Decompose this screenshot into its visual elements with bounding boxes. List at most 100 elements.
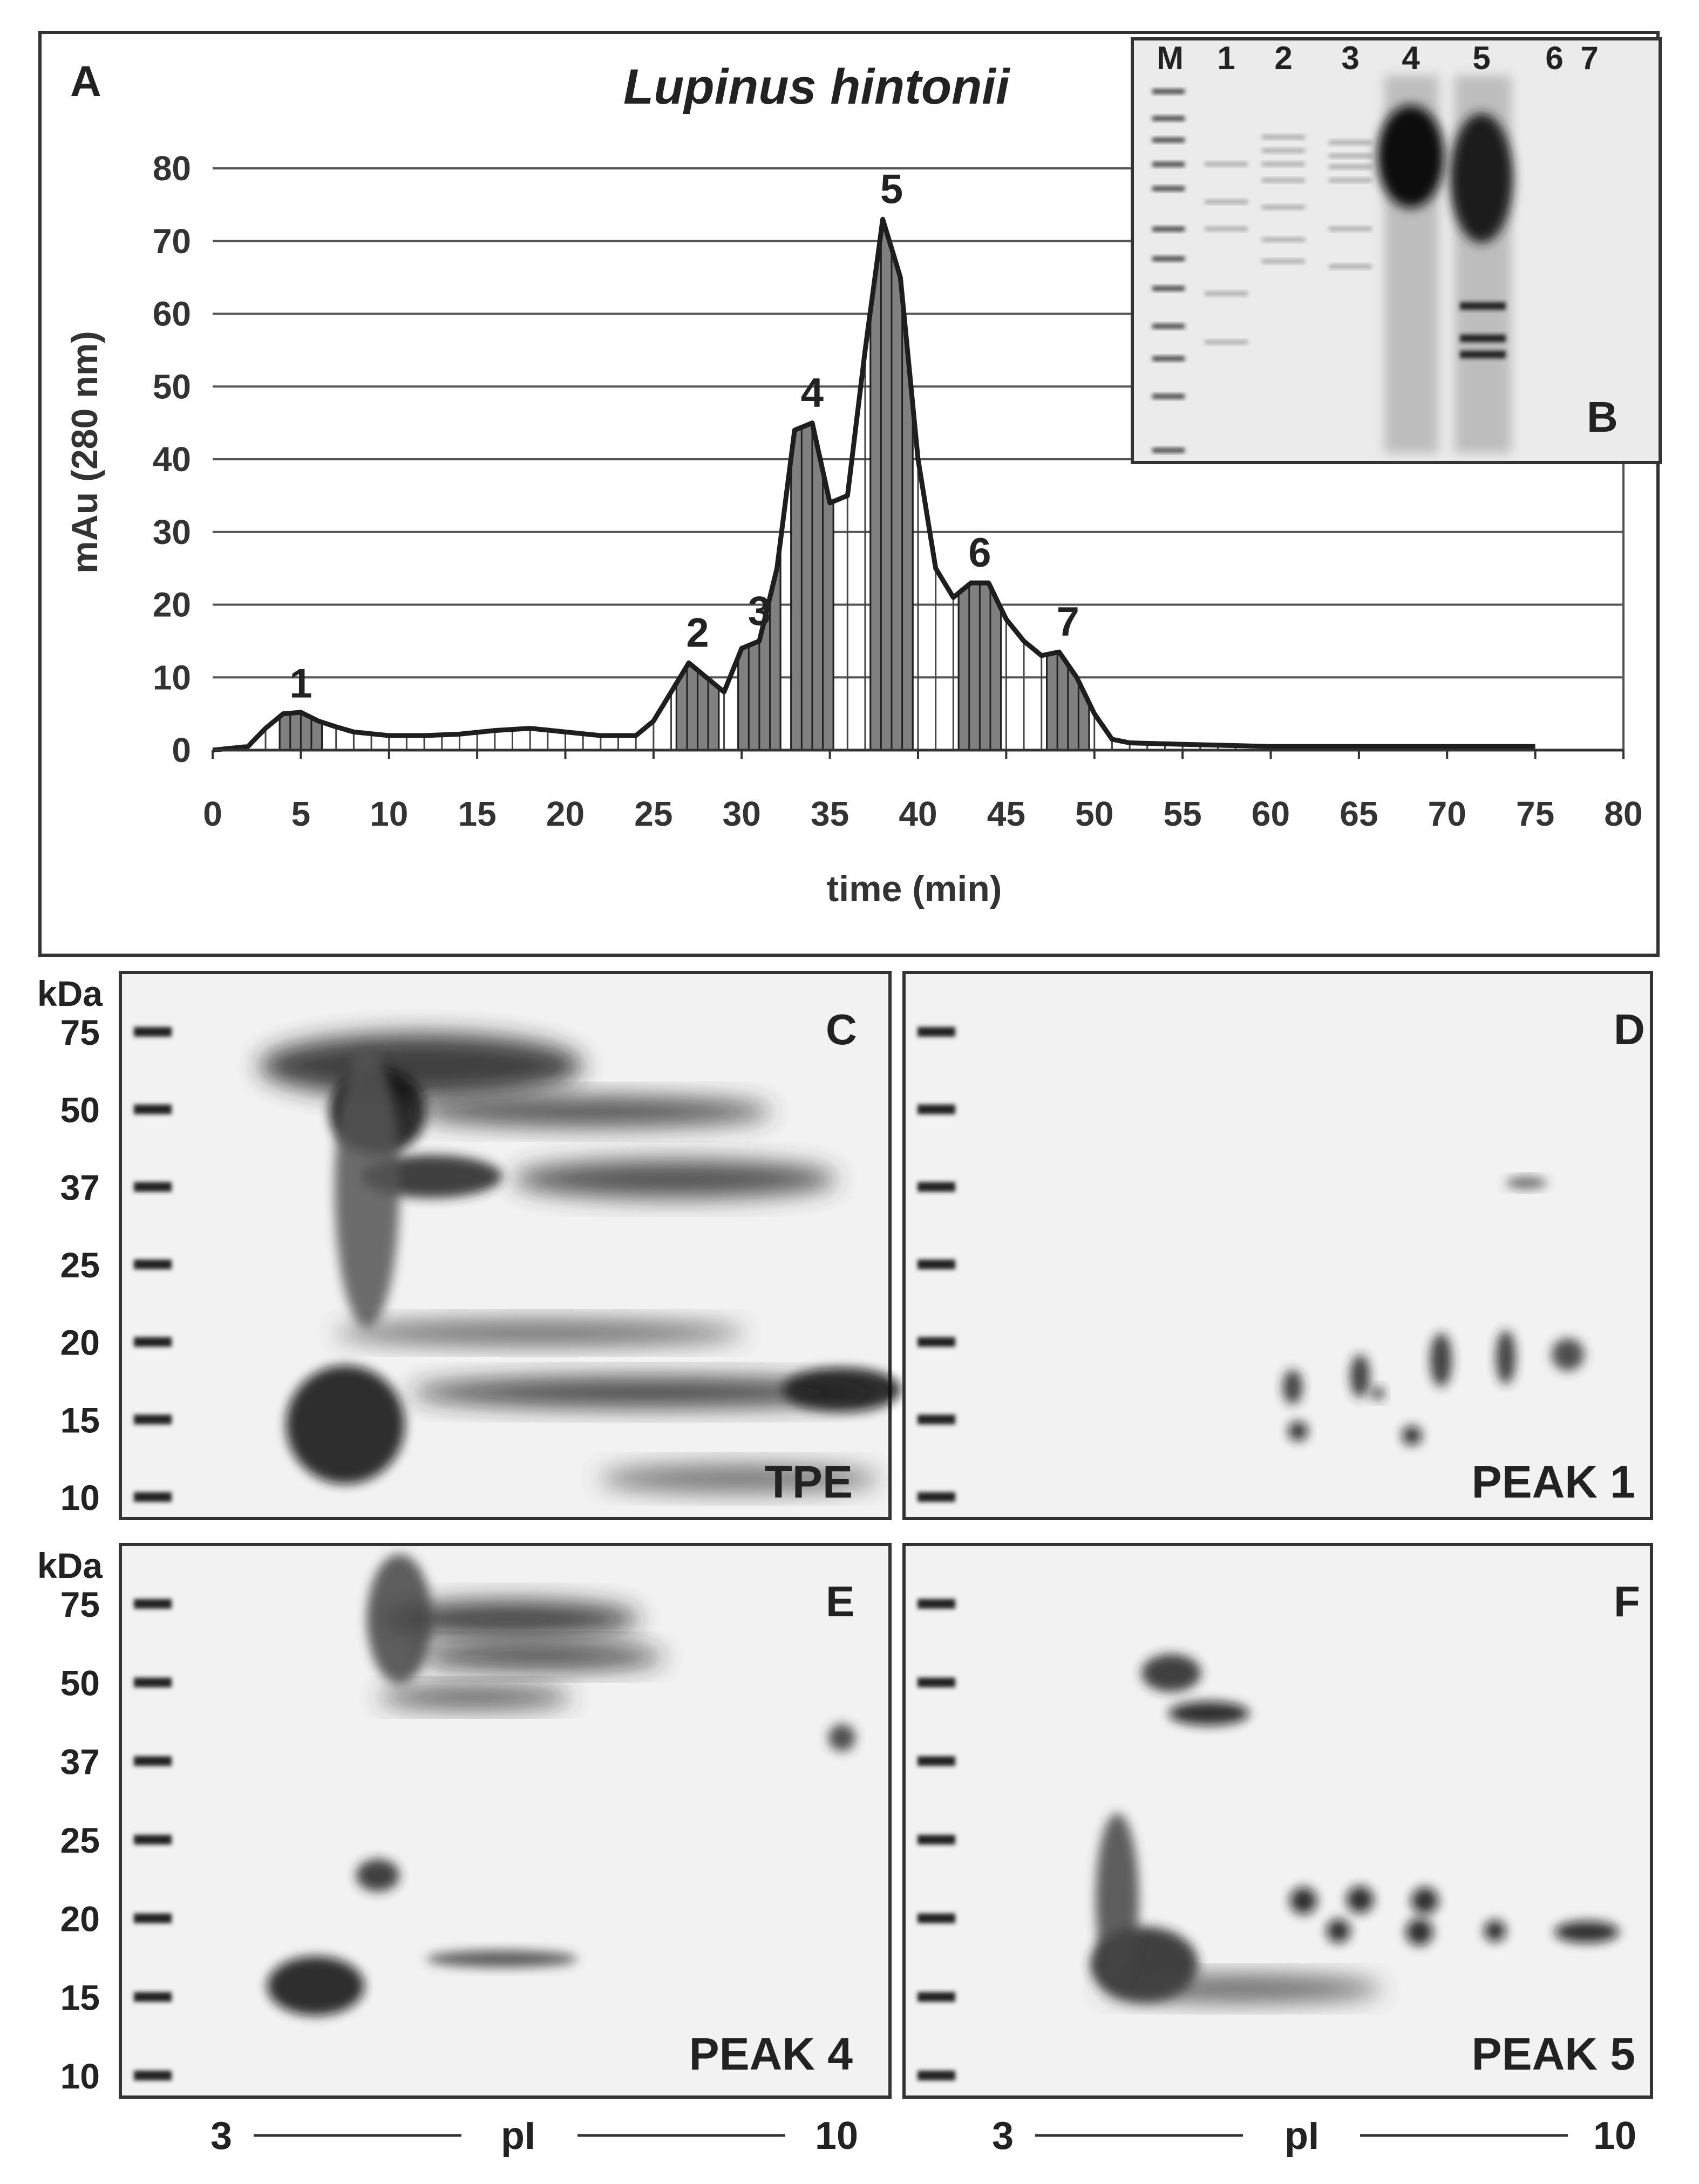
x-tick-label: 15 bbox=[458, 794, 497, 833]
gel-spot bbox=[828, 1724, 855, 1751]
gel-marker-band bbox=[134, 1756, 172, 1766]
fraction-stripes bbox=[264, 219, 1236, 751]
gel-spot bbox=[513, 1160, 837, 1198]
inset-marker-band bbox=[1152, 227, 1185, 232]
gel-marker-band bbox=[134, 1414, 172, 1425]
gel-spot bbox=[1484, 1920, 1506, 1942]
gel-panel-letter: E bbox=[826, 1577, 854, 1625]
inset-marker-band bbox=[1152, 186, 1185, 191]
kda-tick-label: 10 bbox=[60, 2056, 100, 2096]
gel-spot bbox=[335, 1321, 745, 1345]
species-title: Lupinus hintonii bbox=[623, 59, 1011, 114]
inset-marker-band bbox=[1152, 116, 1185, 121]
gel-spot bbox=[1290, 1887, 1317, 1914]
gel-spot bbox=[1506, 1178, 1547, 1188]
y-tick-label: 10 bbox=[153, 658, 191, 697]
gel-spot bbox=[1406, 1918, 1433, 1945]
gel-marker-band bbox=[134, 1182, 172, 1192]
x-tick-label: 30 bbox=[723, 794, 761, 833]
x-axis-label: time (min) bbox=[827, 868, 1002, 909]
gel-marker-band bbox=[918, 1027, 955, 1037]
gel-spot bbox=[267, 1956, 364, 2016]
inset-band bbox=[1205, 340, 1248, 344]
gel-spot bbox=[416, 1644, 664, 1670]
gel-spot bbox=[1096, 1813, 1139, 1986]
kda-tick-label: 37 bbox=[60, 1741, 100, 1781]
gel-marker-band bbox=[134, 2071, 172, 2080]
inset-band bbox=[1329, 227, 1372, 231]
gel-spot bbox=[1288, 1421, 1308, 1441]
gel-spot bbox=[1402, 1426, 1422, 1445]
kda-unit-label: kDa bbox=[37, 974, 103, 1013]
inset-band bbox=[1262, 162, 1305, 166]
elution-trace bbox=[212, 216, 1535, 753]
gel-panel-d: D PEAK 1 bbox=[902, 971, 1653, 1520]
gel-marker-band bbox=[134, 1599, 172, 1609]
gel-spot bbox=[1347, 1886, 1374, 1913]
inset-band bbox=[1205, 162, 1248, 166]
inset-lane-label: 3 bbox=[1341, 40, 1359, 76]
x-tick-label: 65 bbox=[1340, 794, 1378, 833]
gel-marker-band bbox=[134, 1677, 172, 1688]
kda-tick-label: 15 bbox=[60, 1400, 100, 1440]
gel-frame bbox=[902, 971, 1653, 1520]
inset-lane4-blob bbox=[1377, 105, 1444, 208]
kda-tick-label: 20 bbox=[60, 1323, 100, 1363]
gel-marker-band bbox=[918, 1414, 955, 1425]
gel-sample-label: TPE bbox=[765, 1457, 853, 1507]
gel-spot bbox=[1101, 1976, 1382, 2002]
y-tick-label: 20 bbox=[153, 586, 191, 624]
inset-band bbox=[1329, 178, 1372, 182]
inset-band bbox=[1205, 227, 1248, 231]
gel-panel-letter: C bbox=[826, 1005, 857, 1053]
inset-band bbox=[1329, 264, 1372, 269]
inset-band bbox=[1262, 205, 1305, 209]
gel-spot bbox=[1411, 1887, 1438, 1914]
gel-marker-band bbox=[918, 1492, 955, 1502]
x-tick-label: 55 bbox=[1164, 794, 1202, 833]
inset-marker-band bbox=[1152, 89, 1185, 94]
x-tick-label: 45 bbox=[987, 794, 1025, 833]
x-tick-label: 75 bbox=[1516, 794, 1554, 833]
pi-axis-right-label: pI bbox=[1285, 2114, 1319, 2158]
inset-b-letter: B bbox=[1587, 393, 1618, 441]
gel-spot bbox=[1371, 1387, 1384, 1400]
gel-marker-band bbox=[134, 1104, 172, 1114]
inset-band bbox=[1262, 259, 1305, 263]
gel-spot bbox=[1283, 1370, 1302, 1404]
x-tick-label: 40 bbox=[899, 794, 937, 833]
x-tick-label: 20 bbox=[546, 794, 585, 833]
y-tick-label: 0 bbox=[172, 731, 191, 770]
x-tick-label: 0 bbox=[203, 794, 222, 833]
x-tick-label: 5 bbox=[291, 794, 311, 833]
inset-lane-label: 7 bbox=[1580, 40, 1598, 76]
gel-marker-band bbox=[918, 1599, 955, 1609]
pi-axis-right: 3 pI 10 bbox=[992, 2114, 1636, 2158]
pi-axis-left-end: 10 bbox=[815, 2114, 858, 2158]
gel-marker-band bbox=[134, 1337, 172, 1347]
inset-band bbox=[1262, 178, 1305, 182]
y-tick-label: 70 bbox=[153, 222, 191, 261]
gel-panel-f: F PEAK 5 bbox=[902, 1543, 1653, 2099]
gel-marker-band bbox=[134, 1492, 172, 1502]
gel-spot bbox=[1496, 1330, 1515, 1384]
inset-marker-band bbox=[1152, 138, 1185, 142]
kda-tick-label: 10 bbox=[60, 1478, 100, 1518]
inset-bands bbox=[1152, 76, 1513, 453]
kda-tick-label: 20 bbox=[60, 1899, 100, 1939]
inset-lane-label: 4 bbox=[1402, 40, 1420, 76]
gel-spot bbox=[378, 1686, 572, 1708]
y-tick-label: 50 bbox=[153, 367, 191, 406]
gel-marker-band bbox=[134, 1260, 172, 1269]
inset-marker-band bbox=[1152, 394, 1185, 399]
gel-spot bbox=[1141, 1654, 1201, 1692]
gel-spot bbox=[356, 1859, 399, 1892]
inset-lane-label: M bbox=[1157, 40, 1184, 76]
gel-spot bbox=[1350, 1355, 1370, 1398]
inset-lane-label: 2 bbox=[1274, 40, 1292, 76]
inset-lane-label: 5 bbox=[1472, 40, 1490, 76]
x-tick-label: 25 bbox=[634, 794, 672, 833]
gel-spot bbox=[1430, 1333, 1452, 1387]
gel-marker-band bbox=[918, 1913, 955, 1923]
